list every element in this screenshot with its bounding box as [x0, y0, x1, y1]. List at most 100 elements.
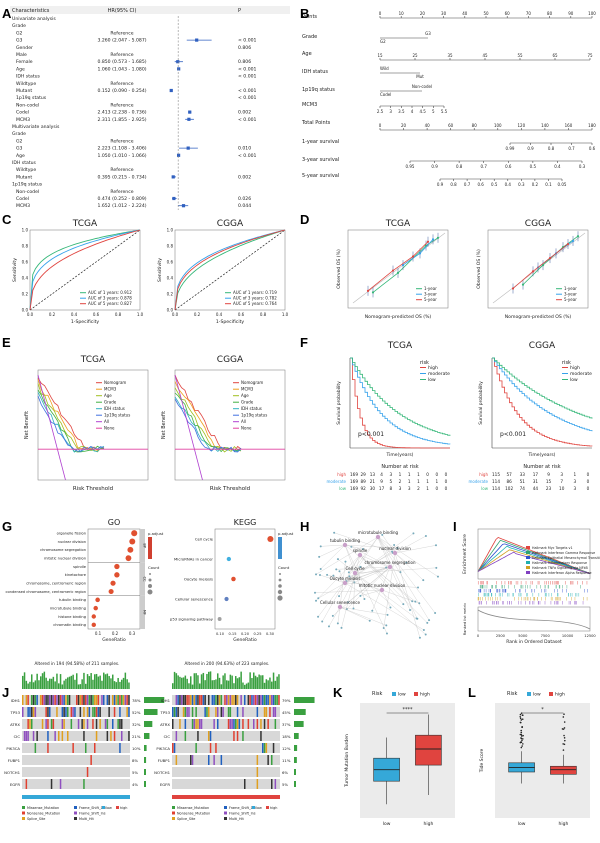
nomogram-row-label: IDH status: [302, 69, 328, 75]
oncoprint-tmb-bar: [188, 683, 190, 689]
oncoprint-mutation-cell: [85, 743, 87, 753]
oncoprint-tmb-bar: [272, 672, 275, 689]
kegg-x-tick: 0.10: [216, 632, 225, 636]
nomogram-row-label: 1-year survival: [302, 139, 339, 145]
roc-curve: [174, 229, 286, 311]
gsea-legend-label: Hallmark Myc Targets v1: [532, 546, 573, 550]
km-risk-value: 9: [380, 479, 383, 484]
oncoprint-pct-label: 8%: [132, 758, 138, 763]
oncoprint-tmb-bar: [56, 673, 58, 689]
oncoprint-tmb-bar: [86, 674, 89, 689]
oncoprint-mutation-cell: [77, 695, 80, 705]
km-curve: [350, 357, 451, 445]
network-edge: [383, 552, 396, 628]
kegg-legend-count-title: Count: [278, 565, 290, 570]
km-title: TCGA: [387, 341, 413, 351]
oncoprint-mutation-cell: [31, 719, 33, 729]
oncoprint-mutation-cell: [79, 707, 82, 717]
oncoprint-mutation-cell: [27, 707, 29, 717]
oncoprint-mutation-cell: [269, 707, 271, 717]
forest-point: [188, 110, 192, 114]
nomogram-5yr-tick-label: 0.6: [477, 182, 484, 187]
calibration-point: [396, 271, 400, 274]
kegg-legend-size-dot: [278, 578, 282, 582]
oncoprint-legend-swatch: [172, 811, 175, 815]
forest-row-name: Non-codel: [16, 189, 39, 195]
forest-row-name: MCM3: [16, 203, 30, 209]
dca-legend-label: 1p19q status: [241, 413, 267, 418]
tide-outlier: [522, 743, 524, 745]
dca-legend-label: Nomogram: [241, 380, 263, 385]
oncoprint-gene-label: EGFR: [10, 782, 21, 787]
oncoprint-mutation-cell: [95, 731, 98, 741]
oncoprint-mutation-cell: [274, 779, 277, 789]
forest-row-p: 0.806: [238, 59, 251, 65]
km-risk-value: 114: [492, 479, 500, 484]
tide-outlier: [520, 731, 523, 734]
nomogram-row-label: Total Points: [301, 120, 331, 126]
nomogram-3yr-tick-label: 0.3: [579, 164, 586, 169]
nomogram-3yr-tick-label: 0.7: [481, 164, 488, 169]
kegg-term-label: Cellular senescence: [175, 596, 214, 601]
oncoprint-risk-legend-label: high: [120, 806, 127, 810]
panel-label-b: B: [300, 6, 310, 21]
roc-x-tick-label: 1.0: [282, 312, 289, 317]
oncoprint-row-bg: [22, 731, 130, 741]
oncoprint-mutation-cell: [88, 695, 91, 705]
oncoprint-mutation-cell: [86, 719, 89, 729]
nomogram-row-label: 5-year survival: [302, 173, 339, 179]
forest-point: [186, 146, 190, 150]
network-gene-node: [317, 597, 320, 600]
oncoprint-row-bg: [22, 707, 130, 717]
oncoprint-tmb-bar: [40, 676, 42, 689]
gsea-x-tick: 7500: [541, 634, 551, 638]
panel-label-j: J: [2, 685, 10, 700]
calibration-legend-label: 3-year: [564, 292, 577, 297]
forest-header-characteristics: Characteristics: [12, 8, 50, 14]
oncoprint-mutation-cell: [267, 719, 269, 729]
oncoprint-tmb-bar: [227, 680, 230, 689]
oncoprint-mutation-cell: [208, 731, 210, 741]
oncoprint-mutation-cell: [34, 695, 37, 705]
km-risk-value: 1: [426, 486, 429, 491]
oncoprint-gene-label: EGFR: [160, 782, 171, 787]
oncoprint-mutation-cell: [272, 707, 275, 717]
nomogram-3yr-tick-label: 0.6: [505, 164, 512, 169]
oncoprint-mutation-cell: [122, 695, 125, 705]
tmb-x-tick: low: [383, 821, 391, 827]
network-edge: [334, 532, 396, 554]
panel-h-network: H microtubule binding tubulin binding spin…: [300, 515, 450, 650]
kegg-dot: [231, 576, 236, 582]
oncoprint-freq-bar: [144, 733, 150, 739]
network-edge: [389, 566, 411, 611]
calibration-legend-label: 1-year: [564, 286, 577, 291]
oncoprint-tmb-bar: [101, 680, 103, 689]
km-legend-label: moderate: [570, 371, 592, 377]
km-risk-value: 17: [533, 472, 539, 477]
oncoprint-pct-label: 5%: [282, 782, 288, 787]
forest-row-name: Codel: [16, 196, 29, 202]
network-edge: [359, 554, 404, 605]
dca-legend-label: Age: [241, 393, 249, 398]
km-risk-value: 4: [380, 472, 383, 477]
tide-outlier: [562, 716, 565, 718]
nomogram-5yr-tick-label: 0.2: [532, 182, 539, 187]
network-gene-node: [315, 573, 318, 576]
kegg-dot: [267, 535, 274, 543]
panel-label-e: E: [2, 335, 11, 350]
network-gene-node: [315, 599, 318, 602]
nomogram-age-tick-label: 25: [412, 53, 418, 58]
network-gene-node: [435, 566, 438, 569]
nomogram-mcm3-tick-label: 3: [389, 109, 392, 114]
forest-row-hr: Reference: [110, 81, 133, 87]
network-gene-node: [417, 586, 420, 589]
km-risk-value: 7: [560, 479, 563, 484]
oncoprint-mutation-cell: [112, 719, 114, 729]
oncoprint-mutation-cell: [29, 707, 31, 717]
oncoprint-mutation-cell: [182, 707, 185, 717]
oncoprint-mutation-cell: [220, 707, 223, 717]
km-risk-value: 74: [520, 486, 526, 491]
panel-a-forest-plot: A Characteristics HR(95% CI) P Univariate a…: [0, 0, 295, 219]
forest-row-name: Mutant: [16, 174, 32, 180]
nomogram-3yr-tick-label: 0.9: [431, 164, 438, 169]
